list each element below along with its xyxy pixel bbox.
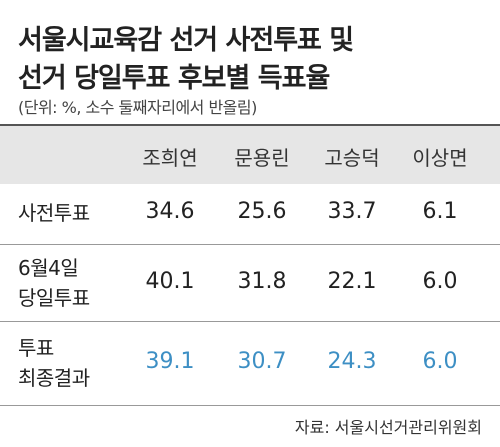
cell-value: 40.1 (145, 268, 195, 294)
header-band (0, 124, 500, 184)
row-label: 사전투표 (18, 201, 90, 225)
cell-value: 6.0 (422, 349, 458, 374)
row-separator (0, 321, 500, 322)
cell-value: 24.3 (327, 349, 377, 374)
cell-value: 25.6 (237, 199, 287, 224)
cell-value: 30.7 (237, 349, 287, 374)
cell-value: 33.7 (327, 199, 377, 224)
row-label: 당일투표 (18, 285, 90, 310)
subtitle: (단위: %, 소수 둘째자리에서 반올림) (18, 98, 257, 117)
cell-value: 6.1 (422, 199, 458, 224)
column-header: 이상면 (412, 146, 468, 170)
title-line: 서울시교육감 선거 사전투표 및 (18, 25, 354, 56)
column-header: 고승덕 (324, 146, 380, 170)
cell-value: 31.8 (237, 268, 287, 294)
cell-value: 39.1 (145, 349, 195, 374)
column-header: 문용린 (234, 146, 290, 170)
cell-value: 6.0 (422, 268, 458, 294)
source: 자료: 서울시선거관리위원회 (294, 418, 482, 437)
row-label: 6월4일 (18, 255, 79, 280)
column-header: 조희연 (142, 146, 198, 170)
row-label: 최종결과 (18, 366, 90, 390)
row-label: 투표 (18, 336, 54, 360)
row-separator (0, 405, 500, 406)
cell-value: 34.6 (145, 199, 195, 224)
title-line: 선거 당일투표 후보별 득표율 (18, 63, 330, 94)
row-separator (0, 244, 500, 245)
cell-value: 22.1 (327, 268, 377, 294)
